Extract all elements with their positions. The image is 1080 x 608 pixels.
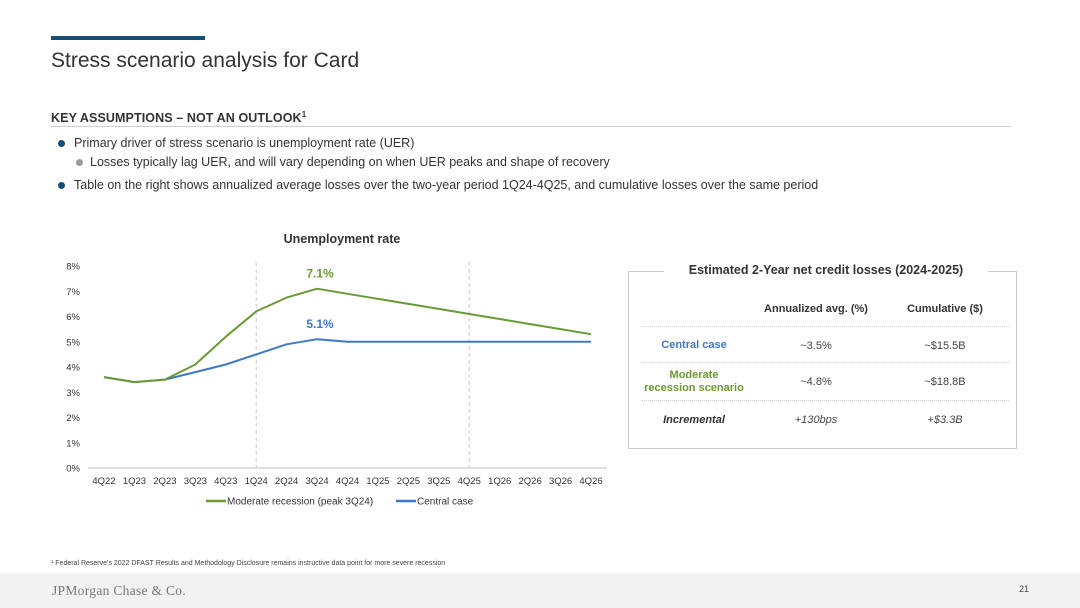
bullet-table-explanation: Table on the right shows annualized aver… [74,178,819,192]
row-divider [641,400,1009,401]
y-tick-label: 2% [66,413,80,424]
bullet-primary-driver: Primary driver of stress scenario is une… [74,136,415,150]
cell-incremental-annualized: +130bps [794,414,838,426]
moderate-recession-line [103,287,592,384]
x-tick-label: 2Q24 [275,476,298,487]
y-tick-label: 8% [66,262,80,273]
key-assumptions-heading-text: KEY ASSUMPTIONS – NOT AN OUTLOOK [51,111,302,126]
company-logo: JPMorgan Chase & Co. [52,583,187,598]
x-tick-label: 3Q23 [184,476,207,487]
x-tick-label: 4Q24 [336,476,359,487]
x-tick-label: 4Q23 [214,476,237,487]
y-tick-label: 7% [66,287,80,298]
x-tick-label: 2Q23 [153,476,176,487]
page-number: 21 [1018,584,1029,594]
cell-moderate-annualized: ~4.8% [800,376,832,388]
row-label-moderate-recession: Moderate recession scenario [636,369,752,395]
column-header-cumulative: Cumulative ($) [907,303,983,315]
footer-bar [0,573,1080,608]
section-divider [51,126,1011,127]
y-tick-label: 1% [66,438,80,449]
peak-label-central: 5.1% [306,317,334,331]
legend-moderate-recession-label: Moderate recession (peak 3Q24) [227,497,373,508]
sub-bullet-dot [76,159,83,166]
x-tick-label: 4Q25 [458,476,481,487]
key-assumptions-heading: KEY ASSUMPTIONS – NOT AN OUTLOOK1 [51,110,306,125]
x-tick-label: 4Q22 [92,476,115,487]
column-header-annualized: Annualized avg. (%) [764,303,868,315]
y-tick-label: 3% [66,388,80,399]
cell-moderate-cumulative: ~$18.8B [924,376,966,388]
x-tick-label: 4Q26 [579,476,602,487]
y-tick-label: 4% [66,363,80,374]
y-tick-label: 6% [66,312,80,323]
row-label-incremental: Incremental [663,414,725,426]
title-accent-bar [51,36,205,40]
bullet-dot [58,140,65,147]
cell-central-annualized: ~3.5% [800,340,832,352]
x-tick-label: 2Q25 [397,476,420,487]
x-tick-label: 3Q26 [549,476,572,487]
y-tick-label: 0% [66,464,80,475]
page-title: Stress scenario analysis for Card [51,49,360,72]
row-label-moderate-line1: Moderate [669,369,719,381]
footnote-marker: 1 [301,110,307,119]
row-label-moderate-line2: recession scenario [644,382,744,394]
row-divider [641,326,1009,327]
x-tick-label: 1Q23 [123,476,146,487]
chart-title: Unemployment rate [283,232,401,246]
x-tick-label: 1Q25 [366,476,389,487]
x-tick-label: 3Q25 [427,476,450,487]
cell-incremental-cumulative: +$3.3B [927,414,963,426]
x-tick-label: 3Q24 [305,476,328,487]
x-tick-label: 2Q26 [519,476,542,487]
chart-legend: Moderate recession (peak 3Q24) Central ca… [206,497,474,508]
x-tick-label: 1Q26 [488,476,511,487]
legend-central-case-label: Central case [417,497,474,508]
bullet-losses-lag: Losses typically lag UER, and will vary … [90,155,610,169]
bullet-dot [58,182,65,189]
chart-series-lines [103,287,592,384]
peak-label-moderate: 7.1% [306,267,334,281]
chart-axes: 0% 1% 2% 3% 4% 5% 6% 7% 8% 4Q22 1Q23 2Q23 3Q23 4Q23 1Q… [66,262,607,487]
losses-table-title: Estimated 2-Year net credit losses (2024… [664,263,988,277]
chart-labels: 7.1% 5.1% [306,267,334,332]
cell-central-cumulative: ~$15.5B [924,340,966,352]
row-label-central-case: Central case [661,339,727,351]
row-divider [641,362,1009,363]
y-tick-label: 5% [66,337,80,348]
x-tick-label: 1Q24 [245,476,268,487]
footnote: ¹ Federal Reserve's 2022 DFAST Results a… [51,560,446,567]
central-case-line [103,338,591,384]
